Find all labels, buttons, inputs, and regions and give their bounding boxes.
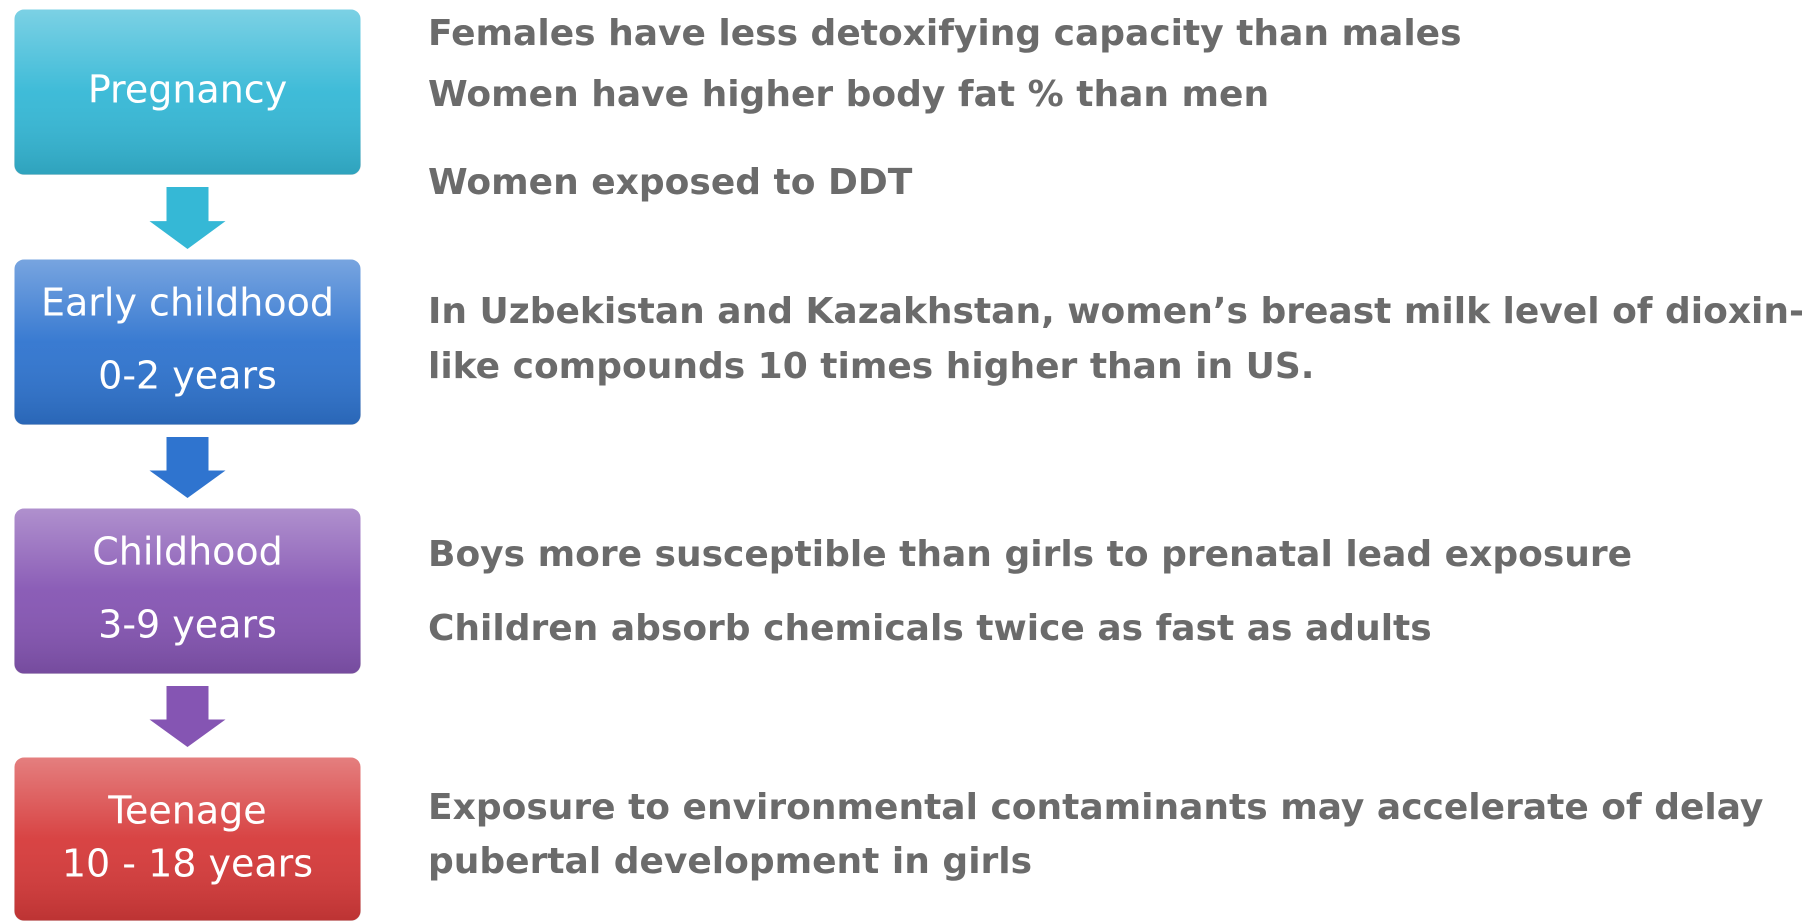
fact-text: Women have higher body fat % than men (428, 74, 1269, 115)
stage-shine (14, 757, 361, 921)
stage-label: 3-9 years (98, 603, 277, 647)
stage-label: Childhood (92, 530, 283, 574)
fact-text: like compounds 10 times higher than in U… (428, 346, 1314, 387)
arrow (149, 437, 226, 498)
arrow (149, 686, 226, 747)
arrow (149, 187, 226, 249)
stage-shine (14, 508, 361, 674)
stage-label: 0-2 years (98, 354, 277, 398)
stage-label: Pregnancy (88, 68, 287, 112)
stage-shine (14, 9, 361, 175)
fact-text: pubertal development in girls (428, 841, 1032, 882)
stage-label: Teenage (107, 789, 266, 833)
fact-text: Boys more susceptible than girls to pren… (428, 534, 1632, 575)
fact-text: Females have less detoxifying capacity t… (428, 13, 1462, 54)
stage-label: Early childhood (41, 281, 334, 325)
fact-text: Children absorb chemicals twice as fast … (428, 608, 1432, 649)
fact-text: Women exposed to DDT (428, 162, 913, 203)
fact-text: Exposure to environmental contaminants m… (428, 787, 1763, 828)
stage-label: 10 - 18 years (62, 842, 313, 886)
stage-shine (14, 259, 361, 425)
fact-text: In Uzbekistan and Kazakhstan, women’s br… (428, 291, 1804, 332)
